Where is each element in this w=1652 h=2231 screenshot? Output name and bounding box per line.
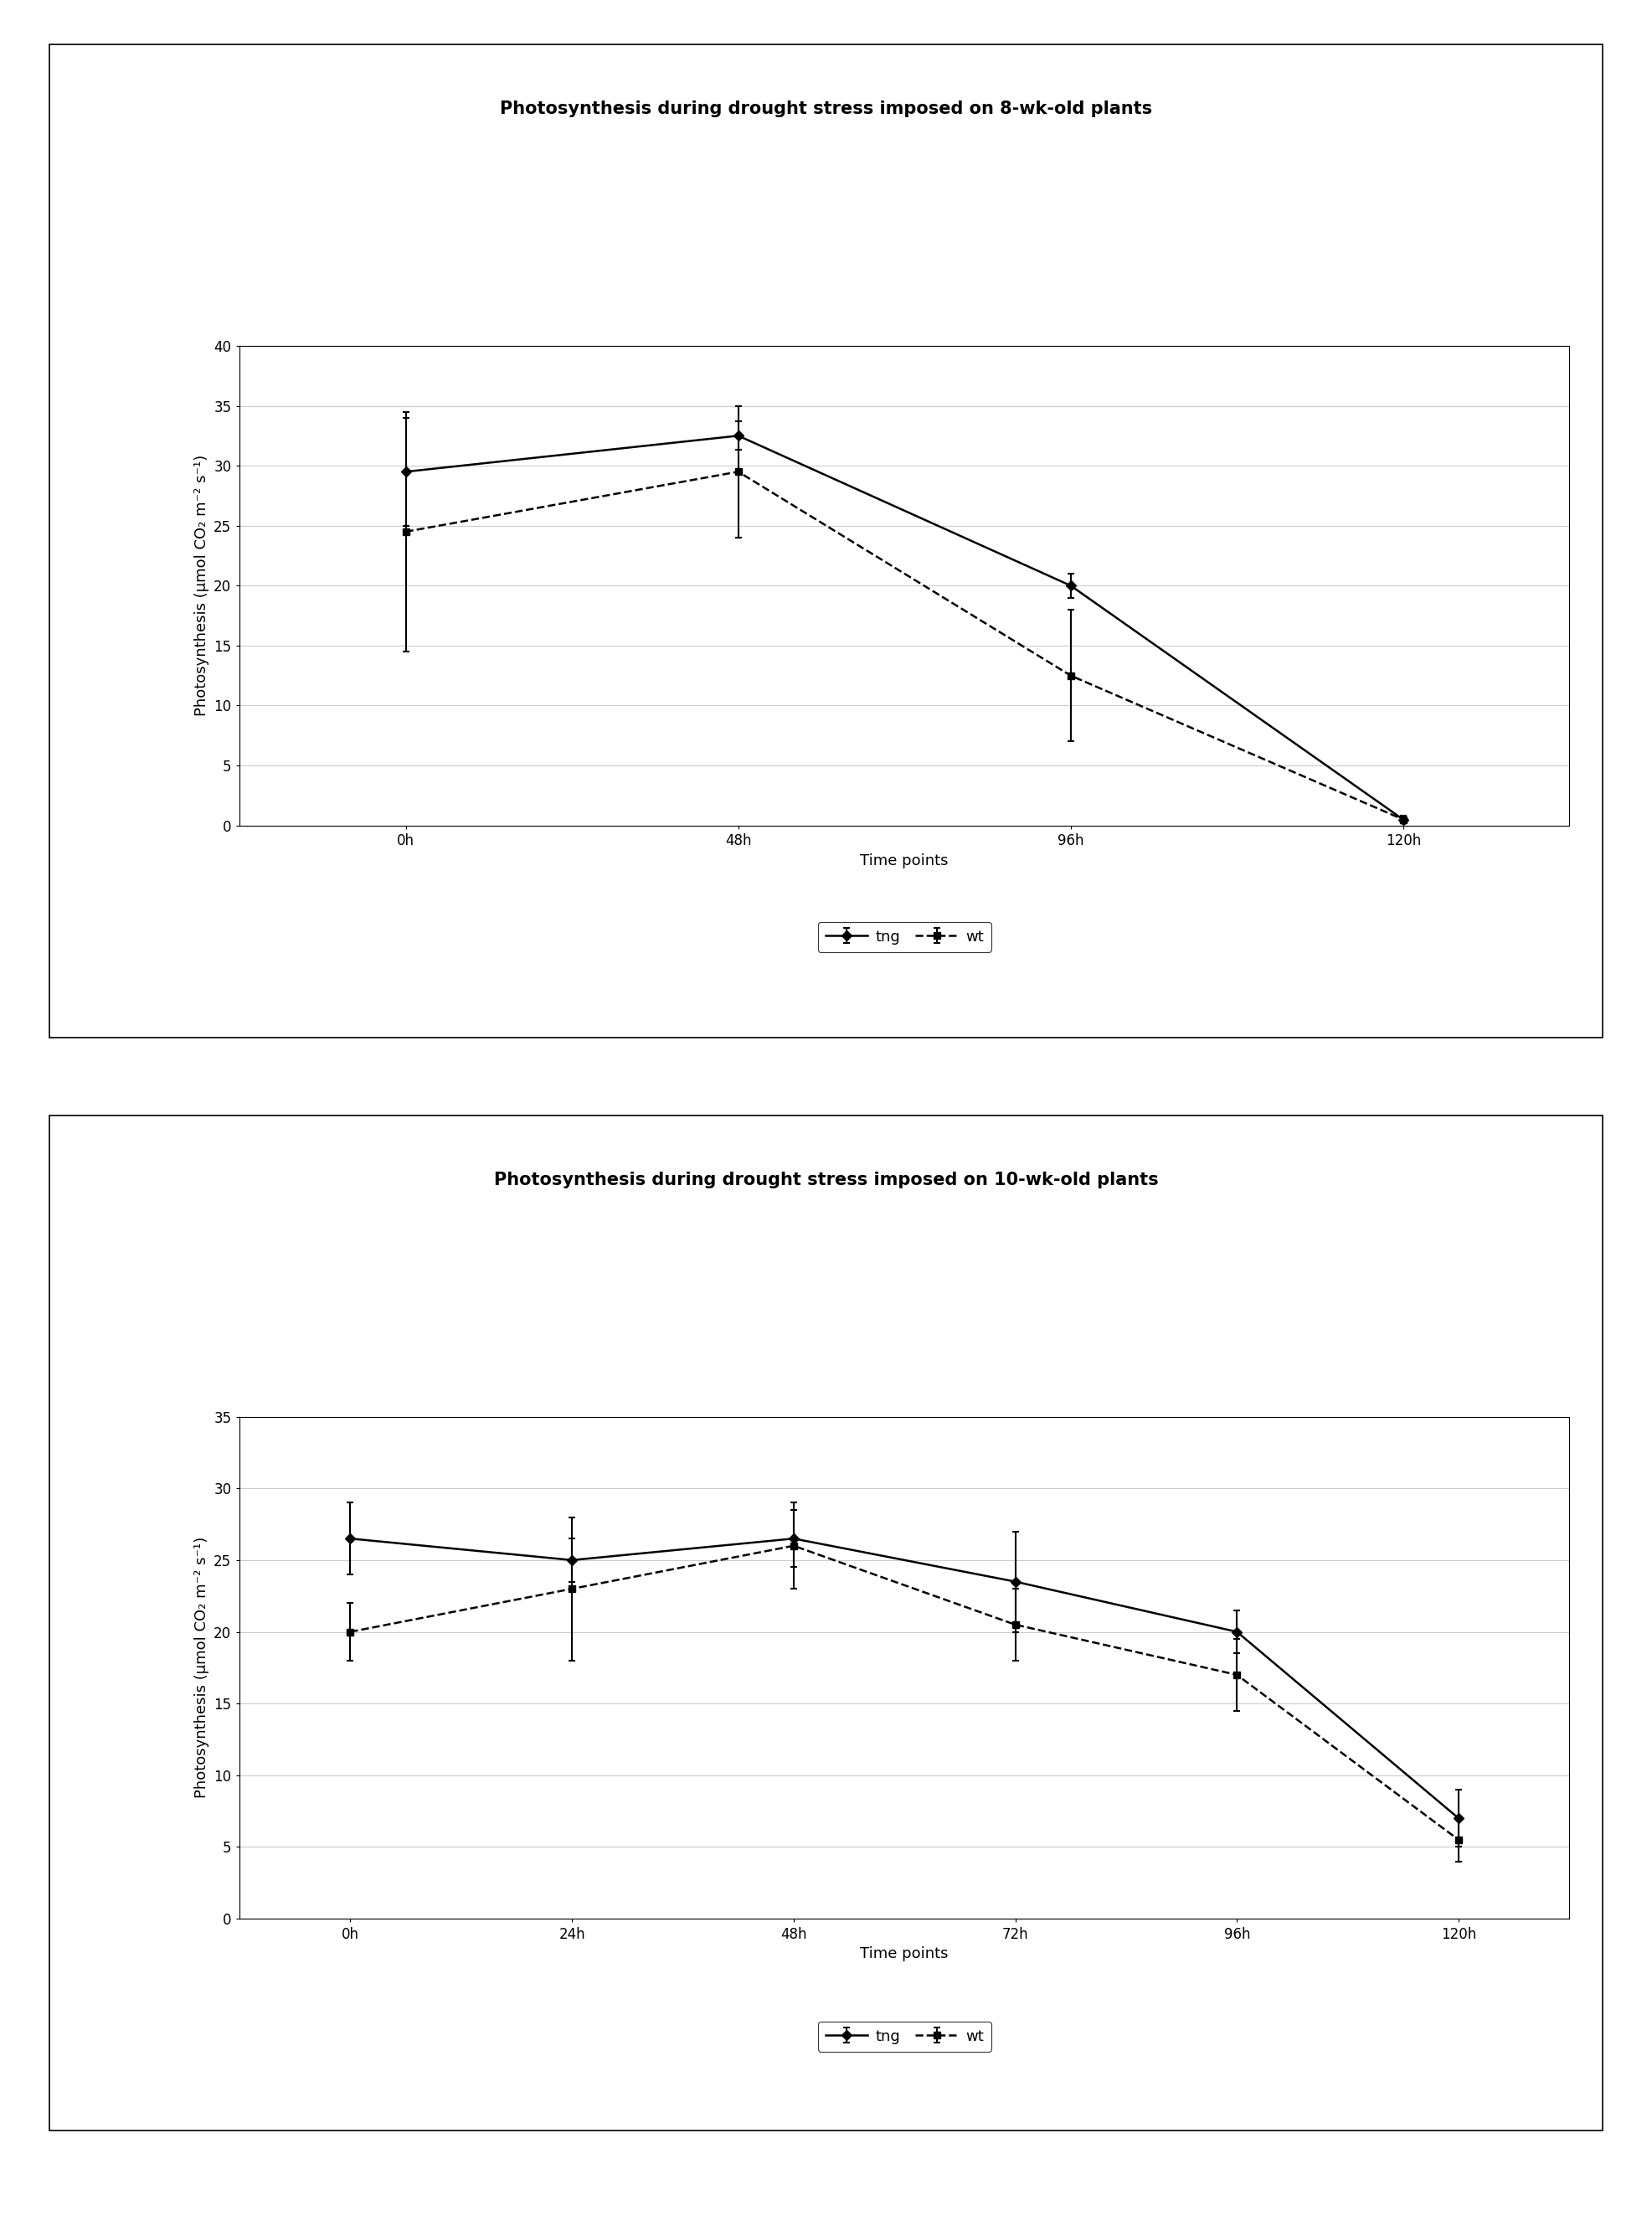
- Y-axis label: Photosynthesis (μmol CO₂ m⁻² s⁻¹): Photosynthesis (μmol CO₂ m⁻² s⁻¹): [193, 1537, 210, 1798]
- Text: Photosynthesis during drought stress imposed on 8-wk-old plants: Photosynthesis during drought stress imp…: [501, 100, 1151, 118]
- Text: Photosynthesis during drought stress imposed on 10-wk-old plants: Photosynthesis during drought stress imp…: [494, 1171, 1158, 1189]
- X-axis label: Time points: Time points: [861, 1945, 948, 1961]
- Legend: tng, wt: tng, wt: [818, 921, 991, 953]
- Y-axis label: Photosynthesis (μmol CO₂ m⁻² s⁻¹): Photosynthesis (μmol CO₂ m⁻² s⁻¹): [193, 455, 210, 716]
- Legend: tng, wt: tng, wt: [818, 2021, 991, 2053]
- X-axis label: Time points: Time points: [861, 852, 948, 868]
